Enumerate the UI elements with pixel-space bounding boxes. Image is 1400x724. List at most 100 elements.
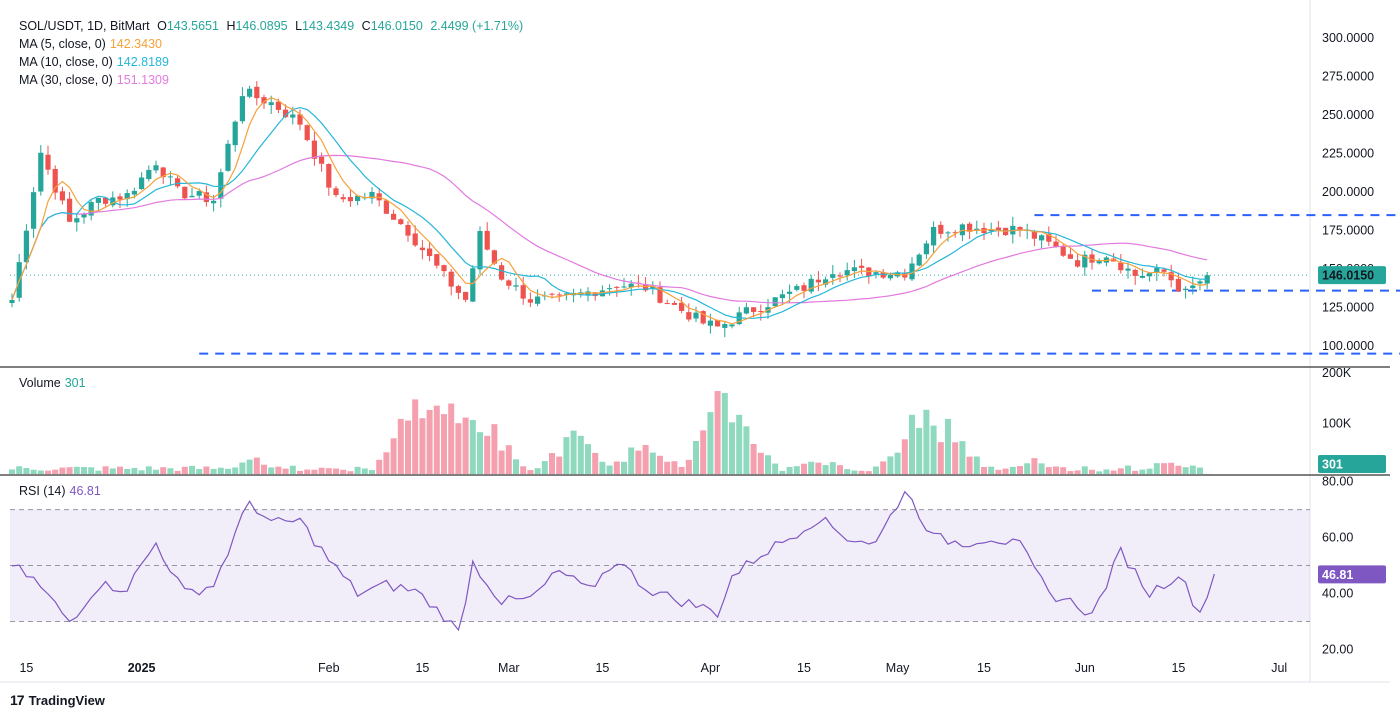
volume-bar [340, 470, 346, 474]
volume-bar [1183, 467, 1189, 474]
ma30-legend[interactable]: MA (30, close, 0)151.1309 [19, 71, 527, 89]
volume-bar [851, 471, 857, 474]
candle-body [333, 188, 338, 195]
candle-body [326, 164, 331, 188]
volume-bars [9, 391, 1210, 474]
candle-body [319, 157, 324, 164]
time-tick-label: Jul [1271, 661, 1287, 675]
ma30-value: 151.1309 [117, 73, 169, 87]
volume-bar [635, 451, 641, 474]
volume-bar [1168, 463, 1174, 474]
candle-body [441, 265, 446, 271]
ma30-line [12, 155, 1207, 302]
symbol-label[interactable]: SOL/USDT, 1D, BitMart [19, 19, 150, 33]
candle-body [708, 321, 713, 326]
candle-body [132, 191, 137, 195]
volume-bar [671, 461, 677, 474]
volume-bar [52, 470, 58, 474]
candle-body [31, 192, 36, 229]
candle-body [830, 274, 835, 278]
volume-bar [254, 458, 260, 474]
volume-bar [1132, 471, 1138, 474]
volume-bar [1190, 466, 1196, 474]
volume-bar [787, 467, 793, 474]
candle-body [816, 280, 821, 283]
volume-bar [441, 414, 447, 474]
volume-bar [297, 471, 303, 474]
volume-bar [520, 466, 526, 474]
price-tick-label: 300.0000 [1322, 31, 1374, 45]
volume-bar [31, 470, 37, 474]
volume-bar [218, 468, 224, 474]
low-label: L [295, 19, 302, 33]
candle-body [67, 199, 72, 222]
volume-bar [1139, 470, 1145, 474]
volume-bar [830, 462, 836, 474]
candle-body [197, 191, 202, 196]
candle-body [175, 178, 180, 186]
candle-body [1075, 260, 1080, 266]
candle-body [787, 292, 792, 294]
volume-bar [383, 452, 389, 474]
volume-bar [779, 471, 785, 474]
volume-bar [693, 441, 699, 474]
volume-bar [203, 466, 209, 474]
volume-bar [463, 418, 469, 474]
volume-bar [499, 451, 505, 474]
candle-body [240, 96, 245, 121]
volume-bar [347, 471, 353, 474]
candle-body [1133, 270, 1138, 276]
candle-body [751, 307, 756, 312]
tradingview-logo[interactable]: 17 TradingView [10, 692, 105, 708]
volume-bar [571, 431, 577, 474]
ma10-legend[interactable]: MA (10, close, 0)142.8189 [19, 53, 527, 71]
ma5-label: MA (5, close, 0) [19, 37, 106, 51]
volume-bar [1053, 466, 1059, 474]
ma5-legend[interactable]: MA (5, close, 0)142.3430 [19, 35, 527, 53]
volume-bar [758, 453, 764, 474]
volume-bar [290, 466, 296, 474]
volume-bar [527, 470, 533, 474]
candle-body [794, 286, 799, 290]
volume-bar [614, 461, 620, 474]
high-value: H146.0895 [226, 19, 287, 33]
volume-bar [225, 469, 231, 474]
volume-bar [117, 467, 123, 474]
candle-body [398, 219, 403, 224]
rsi-legend[interactable]: RSI (14)46.81 [19, 482, 105, 500]
candle-body [535, 297, 540, 304]
price-tick-label: 100.0000 [1322, 339, 1374, 353]
candle-body [247, 89, 252, 97]
candle-body [269, 102, 274, 105]
candle-body [211, 201, 216, 204]
volume-bar [427, 410, 433, 474]
candle-body [168, 176, 173, 177]
volume-bar [650, 453, 656, 474]
candle-body [434, 254, 439, 266]
change-value: 2.4499 (+1.71%) [430, 19, 523, 33]
candle-body [139, 177, 144, 189]
ohlc-row: SOL/USDT, 1D, BitMart O143.5651 H146.089… [19, 17, 527, 35]
volume-bar [967, 457, 973, 474]
volume-bar [923, 410, 929, 474]
support-resistance-lines [10, 215, 1400, 354]
volume-bar [535, 468, 541, 474]
candle-body [153, 165, 158, 170]
volume-bar [664, 462, 670, 474]
time-tick-label: May [886, 661, 910, 675]
candle-body [549, 294, 554, 295]
candle-body [528, 299, 533, 302]
candle-body [348, 197, 353, 201]
volume-bar [700, 430, 706, 474]
volume-bar [74, 467, 80, 474]
time-tick-label: Mar [498, 661, 520, 675]
volume-bar [398, 419, 404, 474]
candle-body [189, 196, 194, 197]
volume-bar [866, 471, 872, 474]
candle-body [470, 268, 475, 301]
volume-bar [110, 468, 116, 474]
time-tick-label: 2025 [128, 661, 156, 675]
